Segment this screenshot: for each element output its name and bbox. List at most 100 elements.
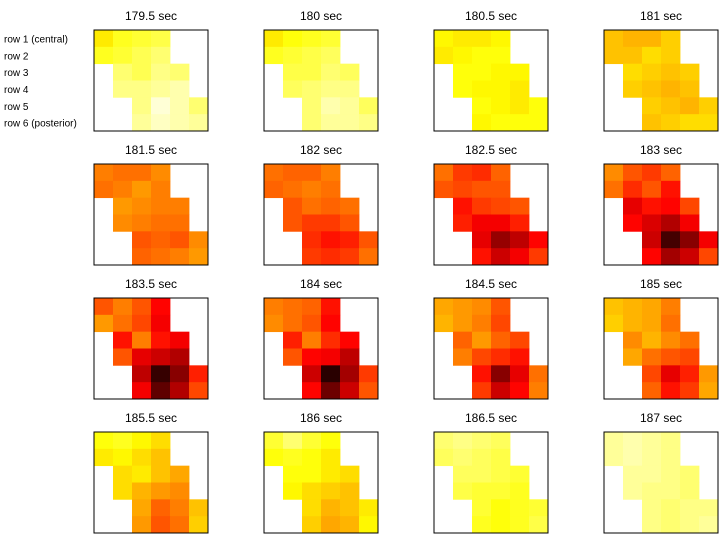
panel-title: 184 sec bbox=[300, 277, 342, 291]
heatmap-cell bbox=[321, 114, 341, 132]
heatmap-cell bbox=[491, 214, 511, 232]
heatmap-cell bbox=[340, 331, 360, 349]
heatmap-cell bbox=[642, 214, 662, 232]
panel-title: 185.5 sec bbox=[125, 411, 177, 425]
heatmap-cell bbox=[170, 197, 190, 215]
heatmap-cell bbox=[132, 114, 152, 132]
heatmap-cell bbox=[661, 63, 681, 81]
heatmap-cell bbox=[151, 448, 171, 467]
heatmap-cell bbox=[491, 80, 511, 98]
panel-title: 182 sec bbox=[300, 143, 342, 157]
heatmap-panel: 185 sec bbox=[603, 277, 719, 400]
heatmap-cell bbox=[642, 432, 662, 450]
heatmap-cell bbox=[113, 432, 133, 450]
heatmap-cell bbox=[321, 382, 341, 400]
heatmap-cell bbox=[491, 164, 511, 182]
heatmap-cell bbox=[680, 80, 700, 98]
heatmap-panel: 182 sec bbox=[263, 143, 379, 266]
heatmap-panel: 183.5 sec bbox=[93, 277, 209, 400]
heatmap-cell bbox=[472, 516, 492, 534]
heatmap-cell bbox=[132, 30, 152, 48]
heatmap-cell bbox=[604, 46, 624, 65]
heatmap-cell bbox=[321, 164, 341, 182]
heatmap-cell bbox=[491, 231, 511, 249]
heatmap-cell bbox=[283, 46, 303, 65]
heatmap-cell bbox=[264, 46, 284, 65]
heatmap-cell bbox=[302, 80, 322, 98]
heatmap-cell bbox=[113, 482, 133, 500]
heatmap-cell bbox=[453, 298, 473, 316]
heatmap-cell bbox=[472, 465, 492, 483]
heatmap-cell bbox=[302, 97, 322, 115]
heatmap-cell bbox=[113, 30, 133, 48]
heatmap-cell bbox=[321, 448, 341, 467]
heatmap-cell bbox=[170, 114, 190, 132]
heatmap-cell bbox=[510, 80, 530, 98]
heatmap-cell bbox=[472, 46, 492, 65]
heatmap-cell bbox=[151, 314, 171, 333]
panel-title: 184.5 sec bbox=[465, 277, 517, 291]
heatmap-cell bbox=[113, 164, 133, 182]
heatmap-cell bbox=[434, 432, 454, 450]
heatmap-cell bbox=[491, 382, 511, 400]
heatmap-cell bbox=[472, 365, 492, 383]
heatmap-cell bbox=[510, 248, 530, 266]
heatmap-cell bbox=[321, 482, 341, 500]
heatmap-cell bbox=[604, 314, 624, 333]
heatmap-cell bbox=[491, 63, 511, 81]
heatmap-cell bbox=[623, 482, 643, 500]
heatmap-panel: 180 sec bbox=[263, 9, 379, 132]
panel-border bbox=[603, 297, 719, 400]
heatmap-cell bbox=[170, 516, 190, 534]
heatmap-cell bbox=[151, 97, 171, 115]
heatmap-cell bbox=[604, 180, 624, 199]
heatmap-cell bbox=[283, 448, 303, 467]
panel-title: 181 sec bbox=[640, 9, 682, 23]
panel-title: 183.5 sec bbox=[125, 277, 177, 291]
heatmap-cell bbox=[340, 197, 360, 215]
heatmap-cell bbox=[491, 114, 511, 132]
heatmap-cell bbox=[340, 214, 360, 232]
panel-border bbox=[603, 431, 719, 534]
heatmap-cell bbox=[302, 432, 322, 450]
heatmap-cell bbox=[283, 214, 303, 232]
heatmap-cell bbox=[604, 298, 624, 316]
heatmap-cell bbox=[302, 331, 322, 349]
heatmap-cell bbox=[661, 465, 681, 483]
heatmap-cell bbox=[283, 432, 303, 450]
heatmap-cell bbox=[302, 382, 322, 400]
heatmap-cell bbox=[113, 214, 133, 232]
heatmap-cell bbox=[529, 499, 549, 517]
heatmap-cell bbox=[264, 164, 284, 182]
heatmap-cell bbox=[302, 248, 322, 266]
heatmap-cell bbox=[680, 331, 700, 349]
heatmap-panel: 181 sec bbox=[603, 9, 719, 132]
heatmap-cell bbox=[340, 382, 360, 400]
heatmap-cell bbox=[151, 197, 171, 215]
heatmap-cell bbox=[321, 516, 341, 534]
heatmap-cell bbox=[661, 348, 681, 366]
heatmap-panels: 179.5 sec 180 sec 180.5 sec 181 sec 181.5 se… bbox=[93, 9, 719, 534]
heatmap-cell bbox=[170, 382, 190, 400]
heatmap-cell bbox=[661, 46, 681, 65]
heatmap-cell bbox=[472, 63, 492, 81]
panel-title: 185 sec bbox=[640, 277, 682, 291]
heatmap-cell bbox=[510, 365, 530, 383]
heatmap-cell bbox=[699, 248, 719, 266]
heatmap-cell bbox=[472, 382, 492, 400]
heatmap-cell bbox=[623, 164, 643, 182]
heatmap-cell bbox=[151, 231, 171, 249]
heatmap-cell bbox=[453, 348, 473, 366]
heatmap-cell bbox=[453, 63, 473, 81]
heatmap-cell bbox=[340, 80, 360, 98]
heatmap-cell bbox=[321, 499, 341, 517]
heatmap-cell bbox=[321, 180, 341, 199]
heatmap-cell bbox=[340, 348, 360, 366]
heatmap-cell bbox=[302, 214, 322, 232]
heatmap-cell bbox=[321, 80, 341, 98]
panel-border bbox=[603, 29, 719, 132]
heatmap-cell bbox=[472, 331, 492, 349]
heatmap-cell bbox=[491, 499, 511, 517]
row-label: row 1 (central) bbox=[4, 34, 68, 45]
